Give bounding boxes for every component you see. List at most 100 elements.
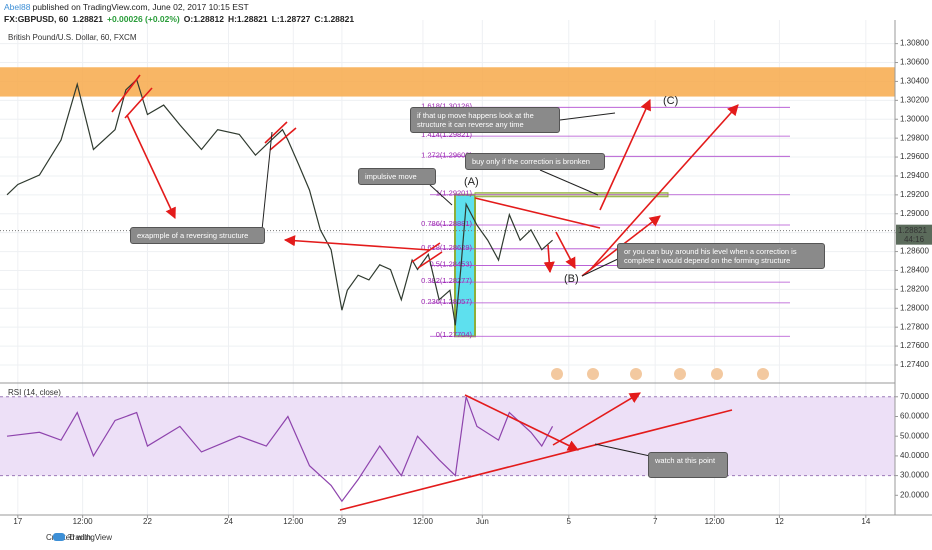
header-line-1: Abel88 published on TradingView.com, June…: [4, 2, 253, 12]
fib-label: 0.786(1.28881): [421, 219, 472, 228]
x-tick-label: 14: [861, 517, 870, 526]
y-tick-label: 1.28200: [900, 284, 929, 293]
footer-created: Created with: [46, 533, 91, 542]
header-line-2: FX:GBPUSD, 60 1.28821 +0.00026 (+0.02%) O:1…: [4, 14, 358, 24]
event-icon: [711, 368, 723, 380]
trend-line: [111, 74, 141, 113]
published: published on TradingView.com, June 02, 2…: [32, 2, 249, 12]
x-tick-label: 12:00: [413, 517, 434, 526]
last-price-tag: [896, 224, 932, 245]
annotation: if that up move happens look at the stru…: [410, 107, 560, 133]
close: C:1.28821: [314, 14, 355, 24]
arrow: [599, 98, 651, 211]
author[interactable]: Abel88: [4, 2, 31, 12]
trend-line: [339, 409, 733, 511]
trend-line: [474, 197, 601, 229]
x-tick-label: 12: [775, 517, 784, 526]
x-tick-label: 12:00: [283, 517, 304, 526]
arrow: [283, 235, 431, 251]
fib-label: 0(1.27704): [436, 330, 473, 339]
open: O:1.28812: [183, 14, 224, 24]
y-tick-label: 60.0000: [900, 412, 929, 421]
pointer: [559, 112, 616, 121]
last: 1.28821: [72, 14, 103, 24]
pointer: [261, 131, 273, 231]
x-tick-label: 24: [224, 517, 233, 526]
y-tick-label: 30.0000: [900, 471, 929, 480]
arrow: [552, 392, 641, 446]
arrow: [589, 104, 739, 271]
trend-line: [124, 87, 153, 119]
y-tick-label: 1.29600: [900, 152, 929, 161]
event-icon: [551, 368, 563, 380]
wave-label: (A): [464, 176, 479, 188]
y-tick-label: 1.29000: [900, 209, 929, 218]
pointers: [261, 112, 651, 457]
marks: [6, 78, 554, 503]
x-tick-label: Jun: [476, 517, 489, 526]
overlays: 1.618(1.30126) 1.414(1.29821) 1.272(1.2960…: [0, 67, 895, 339]
annotation: exapmple of a reversing structure: [130, 227, 265, 244]
change: +0.00026 (+0.02%): [106, 14, 180, 24]
countdown: 44:16: [904, 235, 925, 244]
event-icons: [551, 368, 769, 380]
symbol: FX:GBPUSD, 60: [4, 14, 69, 24]
wave-label: (B): [564, 273, 579, 285]
trend-line: [264, 121, 288, 144]
x-tick-label: 12:00: [705, 517, 726, 526]
annotation: watch at this point: [648, 452, 728, 478]
x-tick-label: 12:00: [73, 517, 94, 526]
fib-label: 1.618(1.30126): [421, 101, 472, 110]
y-tick-label: 1.30000: [900, 114, 929, 123]
y-tick-label: 1.30600: [900, 58, 929, 67]
y-tick-label: 1.30400: [900, 77, 929, 86]
wave-label: (C): [663, 95, 679, 107]
arrow: [555, 231, 576, 269]
y-tick-label: 1.27800: [900, 322, 929, 331]
high: H:1.28821: [227, 14, 268, 24]
y-tick-label: 1.28600: [900, 247, 929, 256]
y-tick-label: 1.29400: [900, 171, 929, 180]
footer-brand: TradingView: [68, 533, 112, 542]
rsi-title: RSI (14, close): [8, 388, 61, 397]
x-tick-label: 29: [337, 517, 346, 526]
y-tick-label: 1.28000: [900, 303, 929, 312]
event-icon: [674, 368, 686, 380]
x-tick-label: 7: [653, 517, 658, 526]
fib-label: 0.5(1.28453): [429, 259, 472, 268]
y-tick-label: 1.28400: [900, 266, 929, 275]
x-tick-label: 22: [143, 517, 152, 526]
rsi-band: [0, 396, 895, 476]
fib-label: 1.272(1.29608): [421, 150, 472, 159]
fib-label: 1.414(1.29821): [421, 130, 472, 139]
fib-label: 0.236(1.28057): [421, 297, 472, 306]
y-tick-label: 1.29800: [900, 133, 929, 142]
arrow: [543, 244, 555, 274]
event-icon: [757, 368, 769, 380]
y-tick-label: 1.27400: [900, 360, 929, 369]
last-price-label: 1.28821: [898, 226, 927, 235]
rsi-line: [6, 396, 554, 503]
event-icon: [587, 368, 599, 380]
y-tick-label: 50.0000: [900, 431, 929, 440]
price-line: [6, 78, 553, 326]
y-tick-label: 20.0000: [900, 490, 929, 499]
annotation: or you can buy around his level when a c…: [617, 243, 825, 269]
annotation: buy only if the correction is bronken: [465, 153, 605, 170]
annotation: impulsive move: [358, 168, 436, 185]
y-tick-label: 1.27600: [900, 341, 929, 350]
brand-logo: [53, 533, 65, 541]
pointer: [581, 257, 621, 277]
y-tick-label: 1.29200: [900, 190, 929, 199]
drawings: [111, 74, 739, 511]
chart-title: British Pound/U.S. Dollar, 60, FXCM: [8, 33, 137, 42]
y-tick-label: 1.30200: [900, 95, 929, 104]
x-tick-label: 5: [567, 517, 572, 526]
low: L:1.28727: [271, 14, 311, 24]
y-tick-label: 40.0000: [900, 451, 929, 460]
trend-line: [411, 242, 441, 263]
x-tick-label: 17: [13, 517, 22, 526]
fib-label: 1(1.29201): [436, 189, 473, 198]
